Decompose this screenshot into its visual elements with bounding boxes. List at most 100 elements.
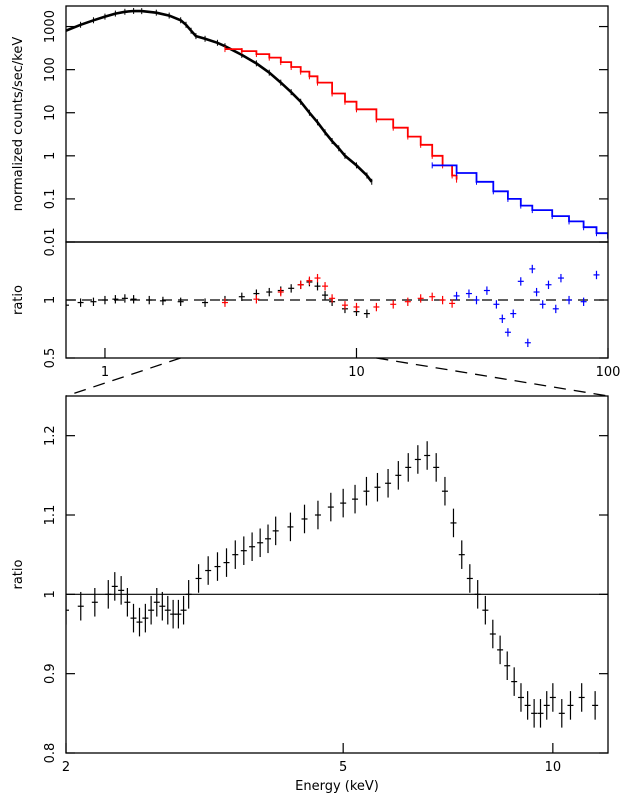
- ratio-point-1-2-8: [517, 277, 524, 286]
- xtick-label-2-2: 10: [545, 760, 562, 775]
- ratio-point-1-2-13: [545, 280, 552, 290]
- ratio-point-2-0-20: [214, 552, 221, 581]
- ratio-point-2-0-28: [287, 512, 294, 542]
- ratio-point-2-0-19: [205, 556, 212, 585]
- xtick-label-2-0: 2: [62, 760, 70, 775]
- ratio-point-2-0-58: [558, 699, 565, 728]
- ratio-point-2-0-31: [327, 492, 334, 522]
- ratio-point-2-0-15: [175, 599, 182, 629]
- ratio-point-1-1-3: [297, 280, 304, 290]
- ratio-point-2-0-22: [232, 540, 239, 569]
- ratio-point-2-0-51: [511, 667, 518, 696]
- panel-frame-2: [65, 395, 609, 754]
- ratio-point-1-2-5: [499, 314, 506, 323]
- ratio-point-1-0-2: [90, 297, 97, 306]
- ratio-point-1-0-19: [314, 282, 321, 291]
- ratio-point-2-0-57: [549, 683, 556, 712]
- ratio-point-1-1-12: [404, 297, 411, 306]
- ratio-point-2-0-59: [567, 691, 574, 720]
- ratio-point-1-0-10: [202, 298, 209, 307]
- ratio-point-2-0-60: [578, 683, 585, 712]
- ratio-point-1-2-4: [493, 300, 500, 309]
- zoom-connector-0: [65, 357, 181, 397]
- ratio-point-1-0-1: [77, 298, 84, 307]
- zoom-ratio-panel: [66, 441, 608, 728]
- ratio-point-1-0-20: [322, 291, 329, 300]
- ratio-point-1-2-1: [465, 289, 472, 298]
- ratio-point-2-0-52: [517, 683, 524, 712]
- ratio-point-1-2-3: [483, 286, 490, 295]
- ratio-point-1-2-9: [524, 338, 531, 348]
- ytick-label-2-2: 1: [43, 590, 58, 598]
- ratio-point-1-1-15: [439, 295, 446, 305]
- ytick-label-1-1: 1: [43, 296, 58, 304]
- ratio-point-2-0-36: [385, 468, 392, 498]
- spectrum-series-2: [432, 164, 608, 239]
- ratio-point-2-0-7: [130, 603, 137, 633]
- ratio-point-1-1-13: [417, 294, 424, 303]
- ratio-point-2-0-42: [441, 476, 448, 506]
- ratio-point-1-2-7: [510, 309, 517, 318]
- ytick-label-2-3: 1.1: [43, 505, 58, 526]
- ytick-label-0-0: 0.01: [43, 228, 58, 257]
- ratio-point-2-0-13: [164, 595, 171, 625]
- ratio-point-1-1-4: [306, 276, 313, 285]
- ratio-point-2-0-3: [105, 580, 112, 609]
- ratio-point-2-0-29: [301, 504, 308, 534]
- ratio-point-2-0-6: [124, 587, 131, 617]
- ratio-point-1-1-0: [221, 298, 228, 307]
- ratio-point-1-2-15: [557, 273, 564, 283]
- ratio-point-2-0-4: [111, 572, 118, 601]
- xtick-label-1-2: 100: [596, 365, 621, 380]
- ratio-point-1-1-5: [314, 273, 321, 283]
- ratio-point-1-2-12: [539, 300, 546, 309]
- labels: 0.01 0.1 1 10 100 1000 normalized counts/sec/k…: [11, 10, 620, 794]
- ratio-point-1-1-1: [253, 295, 260, 304]
- ratio-point-2-0-38: [405, 453, 412, 482]
- xtick-label-2-1: 5: [339, 760, 347, 775]
- ratio-point-2-0-9: [142, 603, 149, 633]
- ratio-point-2-0-26: [265, 524, 272, 554]
- ratio-point-2-0-49: [497, 635, 504, 665]
- ratio-point-1-2-14: [552, 304, 559, 314]
- ratio-point-2-0-8: [136, 607, 143, 637]
- ratio-point-1-0-12: [238, 292, 245, 302]
- ytick-label-2-0: 0.8: [43, 743, 58, 764]
- ratio-point-2-0-45: [466, 564, 473, 593]
- ratio-point-2-0-5: [118, 576, 125, 605]
- ytick-label-0-4: 100: [43, 57, 58, 82]
- ratio-point-2-0-39: [414, 445, 421, 474]
- ratio-point-2-0-50: [504, 651, 511, 681]
- ratio-point-1-2-10: [529, 264, 536, 274]
- ratio-point-2-0-25: [257, 528, 264, 558]
- ylabel-2: ratio: [11, 559, 26, 589]
- ratio-point-2-0-2: [91, 587, 98, 617]
- ytick-label-2-1: 0.9: [43, 663, 58, 684]
- ratio-point-1-0-16: [288, 284, 295, 293]
- ratio-point-1-1-9: [353, 302, 360, 312]
- xtick-label-1-1: 10: [348, 365, 365, 380]
- ratio-point-1-1-14: [429, 292, 436, 302]
- spectrum-panel: [66, 7, 608, 242]
- ratio-point-1-2-16: [566, 295, 573, 305]
- ratio-point-1-1-2: [277, 287, 284, 297]
- ratio-point-1-2-2: [473, 295, 480, 305]
- ytick-label-0-2: 1: [43, 152, 58, 160]
- ratio-point-1-0-14: [266, 287, 273, 297]
- ratio-point-1-0-9: [177, 297, 184, 306]
- ratio-point-2-0-55: [537, 699, 544, 728]
- ylabel-0: normalized counts/sec/keV: [11, 37, 26, 212]
- ratio-point-1-1-7: [329, 294, 336, 303]
- ratio-point-1-1-8: [341, 301, 348, 310]
- spectrum-series-0: [66, 9, 373, 183]
- ratio-point-1-1-6: [322, 282, 329, 291]
- ytick-label-1-0: 0.5: [43, 348, 58, 369]
- ratio-point-2-0-35: [374, 472, 381, 502]
- ratio-point-2-0-56: [543, 691, 550, 720]
- ratio-point-2-0-10: [148, 595, 155, 625]
- ratio-point-2-0-12: [159, 591, 166, 621]
- ratio-point-2-0-14: [170, 599, 177, 629]
- ratio-point-1-0-24: [363, 309, 370, 318]
- ratio-point-2-0-34: [363, 476, 370, 506]
- ratio-point-2-0-21: [223, 548, 230, 577]
